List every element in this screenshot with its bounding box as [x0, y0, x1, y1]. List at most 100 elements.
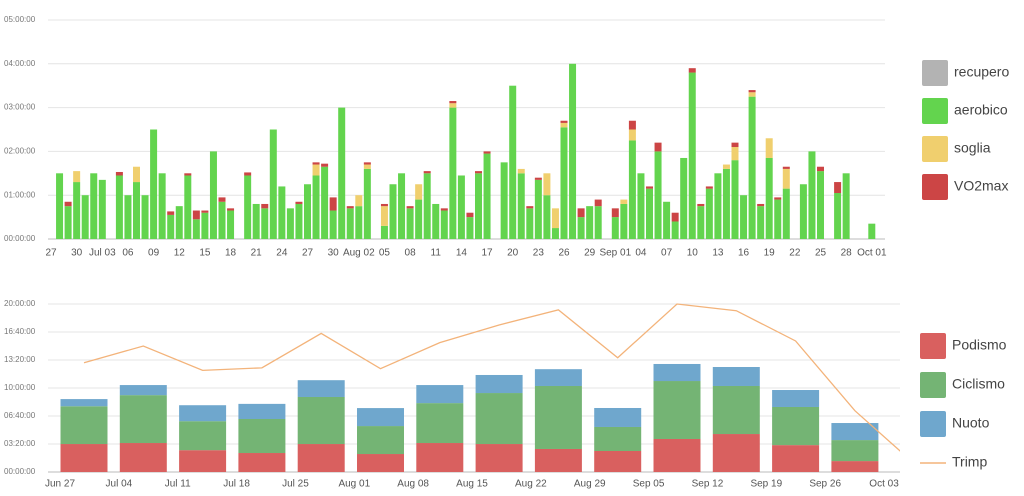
y-tick-label: 20:00:00	[4, 299, 36, 308]
bar-segment	[611, 217, 619, 239]
legend-label: Trimp	[952, 454, 987, 470]
bar-segment	[842, 173, 850, 239]
bar-segment	[534, 369, 582, 386]
bar-segment	[569, 63, 577, 239]
bar-segment	[261, 208, 269, 239]
legend-label: aerobico	[954, 102, 1008, 118]
bar-segment	[475, 393, 523, 445]
x-tick-label: 30	[71, 248, 83, 259]
bar-segment	[817, 171, 824, 239]
y-tick-label: 03:20:00	[4, 439, 36, 448]
x-tick-label: Sep 26	[809, 479, 841, 490]
bar-segment	[398, 173, 406, 239]
bar-segment	[312, 175, 320, 239]
bar-segment	[73, 171, 81, 183]
bar-segment	[697, 203, 705, 207]
bar-segment	[637, 173, 645, 239]
bar-segment	[192, 219, 200, 239]
bar-segment	[167, 211, 175, 215]
bar-segment	[261, 203, 269, 209]
bar-segment	[179, 405, 227, 422]
bar-segment	[297, 396, 345, 445]
bar-segment	[594, 199, 602, 207]
bar-segment	[449, 107, 457, 239]
bar-segment	[355, 195, 363, 207]
bar-segment	[671, 212, 679, 222]
bar-segment	[774, 197, 782, 200]
x-tick-label: 16	[738, 248, 750, 259]
legend-swatch	[922, 136, 948, 162]
bar-segment	[175, 206, 183, 239]
bar-segment	[380, 206, 388, 226]
x-tick-label: Jun 27	[45, 479, 75, 490]
bar-segment	[534, 177, 542, 180]
y-tick-label: 00:00:00	[4, 467, 36, 476]
bar-segment	[714, 173, 722, 239]
bar-segment	[380, 225, 388, 239]
bar-segment	[543, 195, 551, 239]
bar-segment	[712, 434, 760, 472]
x-tick-label: 04	[635, 248, 647, 259]
bar-segment	[338, 107, 346, 239]
bar-segment	[133, 166, 140, 183]
bar-segment	[577, 217, 585, 239]
bar-segment	[712, 385, 760, 435]
bar-segment	[831, 440, 879, 462]
x-tick-label: Sep 05	[633, 479, 665, 490]
x-tick-label: Aug 29	[574, 479, 606, 490]
x-tick-label: 14	[456, 248, 468, 259]
bar-segment	[551, 228, 559, 239]
bar-segment	[357, 426, 404, 455]
legend-label: VO2max	[954, 178, 1008, 194]
bar-segment	[799, 184, 807, 239]
bar-segment	[817, 166, 824, 172]
bar-segment	[416, 385, 464, 404]
bar-segment	[297, 380, 345, 397]
x-tick-label: Sep 01	[599, 248, 631, 259]
bar-segment	[731, 147, 739, 161]
bar-segment	[416, 403, 464, 444]
y-tick-label: 00:00:00	[4, 234, 36, 243]
x-tick-label: 13	[712, 248, 724, 259]
bar-segment	[712, 367, 760, 386]
bar-segment	[98, 179, 106, 239]
bar-segment	[449, 101, 457, 104]
bar-segment	[304, 184, 311, 239]
bar-segment	[64, 206, 72, 239]
x-tick-label: 11	[431, 248, 442, 259]
bar-segment	[201, 212, 209, 239]
bar-segment	[269, 129, 277, 239]
bar-segment	[654, 151, 662, 239]
x-tick-label: 29	[584, 248, 596, 259]
bar-segment	[772, 390, 820, 407]
bar-segment	[782, 168, 790, 189]
x-tick-label: Aug 15	[456, 479, 488, 490]
x-tick-label: Jul 04	[106, 479, 133, 490]
x-tick-label: 25	[815, 248, 827, 259]
bar-segment	[748, 90, 756, 93]
bar-segment	[238, 403, 286, 419]
bar-segment	[765, 138, 773, 158]
x-tick-label: 18	[225, 248, 237, 259]
bar-segment	[346, 206, 354, 209]
bar-segment	[834, 182, 842, 194]
x-tick-label: 22	[789, 248, 801, 259]
x-tick-label: 19	[764, 248, 776, 259]
bar-segment	[312, 162, 320, 165]
bar-segment	[688, 72, 696, 239]
bar-segment	[119, 395, 167, 444]
bar-segment	[150, 129, 158, 239]
bar-segment	[329, 210, 337, 239]
bar-segment	[551, 208, 559, 229]
bar-segment	[594, 407, 642, 427]
y-tick-label: 04:00:00	[4, 59, 36, 68]
legend-swatch	[922, 60, 948, 86]
bar-segment	[192, 210, 200, 220]
x-tick-label: 27	[302, 248, 314, 259]
x-tick-label: 17	[481, 248, 493, 259]
x-tick-label: Aug 08	[397, 479, 429, 490]
bar-segment	[415, 199, 423, 239]
bar-segment	[731, 160, 739, 239]
x-tick-label: 26	[558, 248, 570, 259]
bar-segment	[594, 206, 602, 239]
